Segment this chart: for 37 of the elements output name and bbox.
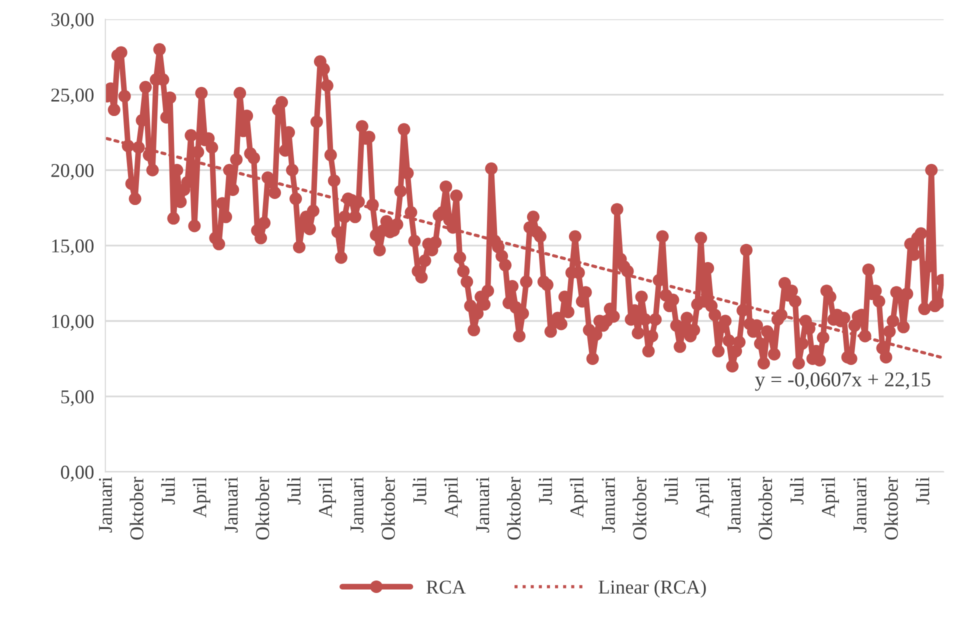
x-tick-label: Oktober bbox=[884, 476, 898, 540]
y-tick-label: 0,00 bbox=[60, 466, 94, 482]
x-tick-label: Juli bbox=[161, 477, 175, 504]
x-tick-label: Juli bbox=[664, 477, 678, 504]
x-tick-label: Januari bbox=[98, 477, 112, 532]
x-tick-label: April bbox=[821, 477, 839, 518]
x-tick-label: Oktober bbox=[130, 476, 144, 540]
x-tick-label: April bbox=[570, 477, 588, 518]
y-tick-label: 15,00 bbox=[52, 239, 94, 256]
x-tick-label: Januari bbox=[224, 477, 238, 532]
x-tick-label: Januari bbox=[728, 477, 741, 532]
x-tick-label: Oktober bbox=[255, 476, 270, 540]
x-tick-label: Oktober bbox=[758, 476, 772, 540]
x-tick-label: Juli bbox=[916, 477, 930, 504]
x-tick-label: Juli bbox=[790, 477, 804, 504]
y-tick-label: 25,00 bbox=[51, 88, 94, 104]
x-tick-label: Juli bbox=[538, 477, 552, 504]
annotation: y = -0,0607x + 22,15 bbox=[755, 372, 930, 391]
legend-label: Linear (RCA) bbox=[598, 580, 706, 598]
y-tick-label: 30,00 bbox=[51, 13, 94, 29]
x-tick-label: April bbox=[318, 477, 336, 518]
x-tick-label: Juli bbox=[286, 477, 301, 504]
x-tick-label: Oktober bbox=[632, 476, 646, 540]
y-tick-label: 5,00 bbox=[61, 390, 94, 406]
x-tick-label: April bbox=[444, 477, 462, 518]
x-tick-label: Juli bbox=[412, 477, 426, 504]
x-tick-label: Januari bbox=[602, 477, 615, 532]
x-tick-label: Oktober bbox=[381, 476, 395, 540]
x-tick-label: Januari bbox=[476, 477, 490, 532]
x-tick-label: April bbox=[192, 477, 210, 518]
y-tick-label: 20,00 bbox=[51, 164, 94, 180]
y-tick-label: 10,00 bbox=[52, 314, 94, 331]
x-tick-label: Januari bbox=[350, 477, 364, 532]
x-tick-label: Oktober bbox=[506, 476, 521, 540]
legend-label: RCA bbox=[426, 580, 466, 594]
x-tick-label: April bbox=[696, 477, 714, 518]
x-tick-label: Januari bbox=[853, 477, 866, 532]
